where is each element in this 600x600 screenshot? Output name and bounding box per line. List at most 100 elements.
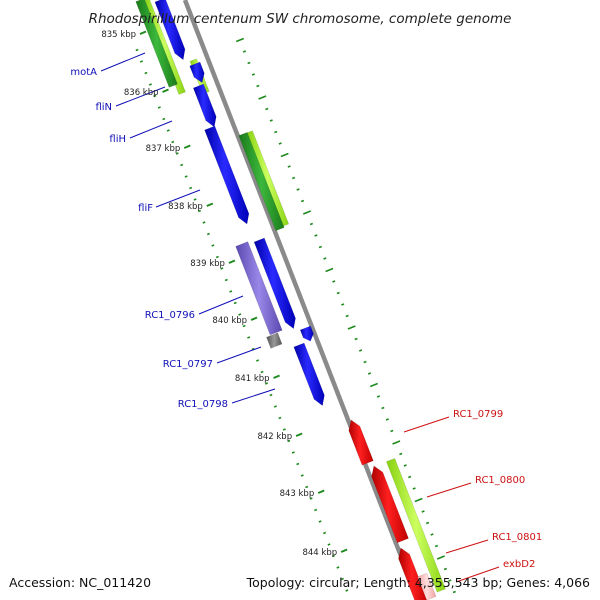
feature-light bbox=[386, 458, 446, 593]
feature-dark bbox=[238, 132, 285, 232]
leader-line bbox=[198, 295, 244, 315]
leader-line bbox=[100, 52, 146, 72]
minor-tick bbox=[139, 60, 143, 63]
minor-tick bbox=[273, 405, 277, 408]
gene-label-left: fliN bbox=[95, 102, 112, 113]
minor-tick bbox=[280, 152, 289, 158]
gene-other bbox=[235, 241, 283, 336]
leader-line bbox=[155, 189, 201, 208]
minor-tick bbox=[184, 175, 188, 178]
scale-tick-label: 844 kbp bbox=[302, 548, 337, 558]
minor-tick bbox=[235, 37, 245, 43]
minor-tick bbox=[171, 140, 175, 144]
minor-tick bbox=[430, 533, 434, 536]
scale-labels: 835 kbp 836 kbp 837 kbp 838 kbp 839 kbp 840 k… bbox=[101, 30, 348, 558]
gene-labels: motA fliN fliH fliF RC1_0796 RC1_0797 RC1_0798… bbox=[70, 67, 542, 570]
label-leader-lines bbox=[100, 52, 500, 583]
minor-tick bbox=[291, 451, 295, 454]
minor-tick bbox=[345, 314, 349, 318]
minor-tick bbox=[265, 107, 269, 111]
minor-tick bbox=[436, 555, 445, 560]
minor-tick bbox=[269, 393, 273, 397]
minor-tick bbox=[425, 521, 430, 525]
gene-label-left: RC1_0796 bbox=[145, 310, 195, 321]
minor-tick bbox=[258, 95, 267, 100]
minor-tick bbox=[242, 50, 247, 53]
minor-tick bbox=[211, 244, 215, 247]
scale-tick-label: 838 kbp bbox=[168, 202, 203, 212]
minor-tick bbox=[166, 129, 170, 132]
minor-tick bbox=[233, 301, 237, 305]
minor-tick bbox=[452, 590, 456, 594]
minor-tick bbox=[381, 406, 385, 410]
minor-tick bbox=[189, 186, 193, 190]
scale-tick-label: 835 kbp bbox=[101, 30, 136, 40]
minor-tick bbox=[256, 84, 260, 88]
minor-tick bbox=[206, 232, 210, 236]
accession-text: Accession: NC_011420 bbox=[9, 575, 151, 590]
major-tick bbox=[273, 374, 280, 379]
leader-line bbox=[129, 120, 173, 139]
scale-tick-label: 843 kbp bbox=[280, 489, 315, 499]
leader-line bbox=[231, 388, 276, 404]
cds-reverse bbox=[348, 419, 374, 466]
minor-tick bbox=[135, 48, 139, 52]
minor-tick bbox=[269, 119, 273, 122]
gene-label-left: RC1_0798 bbox=[178, 399, 228, 410]
minor-tick bbox=[305, 485, 309, 489]
major-tick bbox=[317, 489, 325, 494]
scale-tick-label: 841 kbp bbox=[235, 374, 270, 384]
minor-tick bbox=[278, 142, 282, 145]
minor-tick bbox=[318, 245, 322, 249]
minor-tick bbox=[193, 198, 197, 201]
minor-tick bbox=[399, 452, 403, 456]
leader-line bbox=[445, 539, 489, 554]
minor-tick bbox=[327, 543, 331, 546]
minor-tick bbox=[376, 395, 381, 398]
minor-tick bbox=[256, 359, 260, 362]
minor-tick bbox=[323, 531, 327, 535]
minor-tick bbox=[325, 267, 334, 273]
minor-tick bbox=[287, 165, 291, 168]
cds-reverse bbox=[398, 547, 428, 600]
minor-tick bbox=[336, 566, 340, 569]
major-tick bbox=[295, 432, 303, 437]
minor-tick bbox=[314, 508, 318, 512]
minor-tick bbox=[224, 278, 228, 282]
leader-line bbox=[216, 346, 262, 364]
minor-tick bbox=[287, 439, 291, 443]
minor-tick bbox=[336, 291, 340, 295]
gene-label-right: RC1_0799 bbox=[453, 409, 503, 420]
minor-tick bbox=[363, 360, 367, 364]
minor-tick bbox=[202, 221, 206, 224]
minor-tick bbox=[341, 303, 345, 306]
minor-tick bbox=[274, 130, 278, 134]
minor-tick bbox=[247, 61, 251, 65]
major-tick bbox=[162, 88, 169, 93]
minor-tick bbox=[291, 176, 296, 180]
minor-tick bbox=[198, 209, 202, 213]
gene-label-right: RC1_0801 bbox=[492, 532, 542, 543]
minor-tick bbox=[296, 462, 300, 466]
minor-tick bbox=[180, 163, 184, 167]
minor-tick bbox=[309, 222, 314, 226]
minor-tick bbox=[251, 347, 255, 351]
minor-tick bbox=[448, 579, 452, 582]
cds-forward bbox=[299, 325, 314, 342]
leader-line bbox=[426, 482, 472, 498]
gene-other bbox=[266, 332, 283, 349]
minor-tick bbox=[264, 382, 268, 385]
scale-tick-label: 842 kbp bbox=[257, 432, 292, 442]
minor-tick bbox=[242, 324, 246, 328]
cds-forward bbox=[204, 125, 250, 225]
map-title: Rhodospirillum centenum SW chromosome, c… bbox=[89, 11, 512, 27]
gene-label-left: fliF bbox=[138, 203, 153, 214]
gene-label-right: RC1_0800 bbox=[475, 475, 525, 486]
minor-tick bbox=[403, 464, 407, 467]
minor-tick bbox=[314, 234, 318, 237]
minor-tick bbox=[323, 257, 327, 260]
cds-forward bbox=[253, 237, 296, 330]
gene-label-left: RC1_0797 bbox=[163, 359, 213, 370]
scale-tick-label: 840 kbp bbox=[212, 316, 247, 326]
